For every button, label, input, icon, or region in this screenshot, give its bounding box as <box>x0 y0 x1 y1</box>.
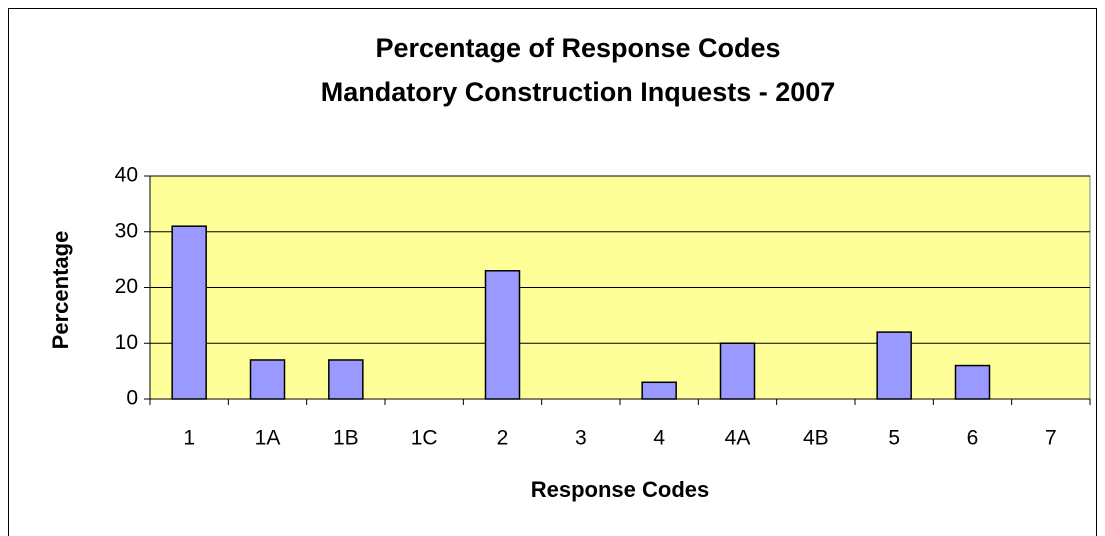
x-tick-label: 6 <box>967 427 979 450</box>
y-tick-label: 0 <box>126 387 138 410</box>
x-tick-label: 4 <box>653 427 665 450</box>
x-tick-label: 7 <box>1045 427 1057 450</box>
bar <box>484 270 521 400</box>
x-tick-label: 1B <box>333 427 359 450</box>
bar <box>876 331 912 400</box>
y-axis-label: Percentage <box>48 231 73 350</box>
chart-title: Mandatory Construction Inquests - 2007 <box>321 77 836 107</box>
chart-title: Percentage of Response Codes <box>375 33 780 63</box>
bar <box>171 225 207 400</box>
x-axis-label: Response Codes <box>531 477 710 502</box>
bar <box>954 364 991 400</box>
x-tick-label: 1 <box>183 427 195 450</box>
bar <box>249 359 286 400</box>
bar <box>641 381 677 400</box>
x-tick-label: 2 <box>497 427 509 450</box>
x-tick-label: 1C <box>411 427 438 450</box>
x-tick-label: 5 <box>888 427 900 450</box>
x-tick-label: 1A <box>255 427 281 450</box>
y-tick-label: 40 <box>115 164 138 187</box>
y-tick-label: 20 <box>115 275 138 298</box>
x-tick-label: 4B <box>803 427 829 450</box>
y-tick-label: 30 <box>115 219 138 242</box>
bar <box>719 342 756 400</box>
y-tick-label: 10 <box>115 331 138 354</box>
x-tick-label: 4A <box>725 427 751 450</box>
x-tick-label: 3 <box>575 427 587 450</box>
bar <box>328 359 364 400</box>
